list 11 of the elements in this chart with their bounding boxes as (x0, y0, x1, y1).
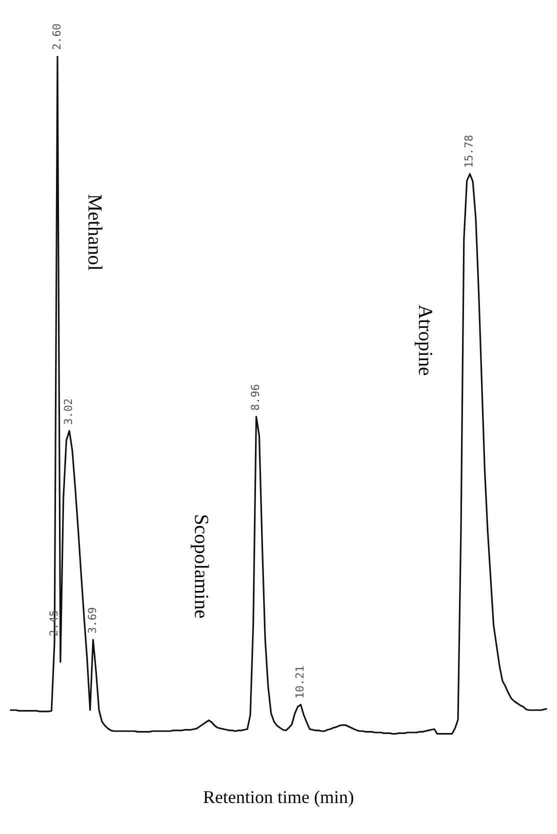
x-tick-label: 3.02 (62, 398, 76, 425)
x-tick-label: 3.69 (86, 607, 99, 634)
annotation: Scopolamine (190, 514, 212, 619)
annotation: Atropine (414, 304, 436, 376)
x-tick-label: 2.60 (50, 24, 64, 50)
x-tick-label: 15.78 (462, 134, 476, 168)
x-tick-label: 8.96 (249, 384, 262, 411)
annotation: Methanol (84, 194, 106, 272)
x-axis-title: Retention time (min) (203, 786, 354, 807)
x-tick-label: 10.21 (294, 666, 307, 699)
x-tick-label: 2.45 (47, 610, 60, 636)
